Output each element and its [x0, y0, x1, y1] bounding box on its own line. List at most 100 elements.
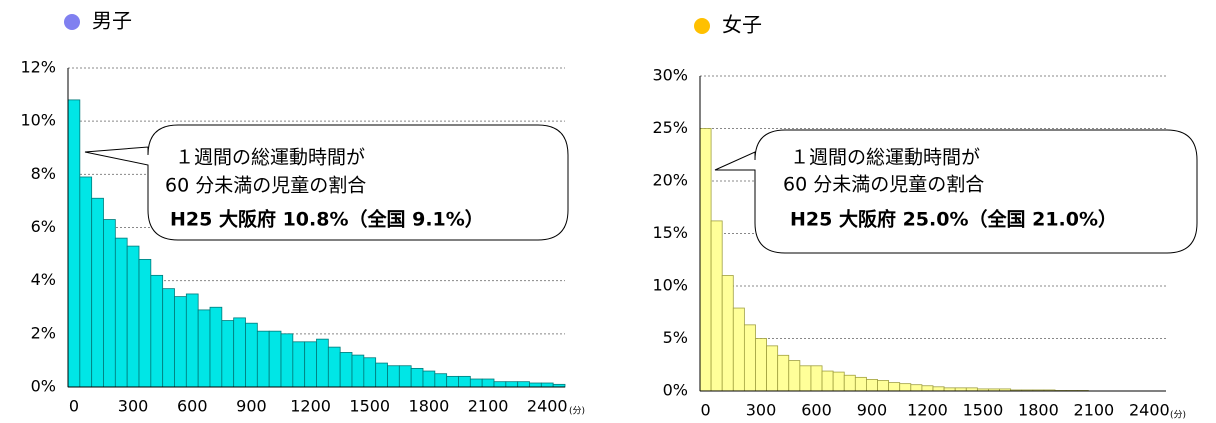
x-tick-label: 1800 [1018, 401, 1059, 420]
bar [446, 375, 459, 388]
bar [766, 345, 779, 392]
y-tick-label: 6% [31, 217, 56, 236]
bar [843, 374, 856, 392]
annotation: １週間の総運動時間が [790, 147, 980, 169]
y-tick-label: 30% [652, 66, 688, 85]
x-tick-label: 600 [801, 401, 832, 420]
x-tick-label: 1200 [290, 397, 331, 416]
bar [422, 370, 436, 388]
bar [932, 386, 945, 392]
bar [351, 354, 365, 388]
bar [103, 219, 116, 388]
bar [304, 341, 317, 388]
bar [256, 330, 270, 388]
bar [162, 288, 175, 388]
x-tick-label: 600 [177, 397, 208, 416]
bar [316, 338, 329, 388]
y-tick-label: 25% [652, 118, 688, 137]
bar [339, 352, 353, 388]
annotation: １週間の総運動時間が [175, 147, 365, 169]
bar [832, 371, 845, 392]
annotation: H25 大阪府 25.0%（全国 21.0%） [790, 208, 1117, 231]
x-tick-label: 900 [857, 401, 888, 420]
bar [854, 376, 867, 392]
bar [280, 333, 294, 388]
bar [327, 346, 341, 388]
bar [921, 385, 934, 392]
bar [821, 370, 834, 392]
x-tick-label: 300 [746, 401, 777, 420]
bar [910, 384, 923, 392]
y-tick-label: 8% [31, 164, 56, 183]
bar [481, 378, 495, 388]
bar [126, 245, 140, 388]
bar [398, 365, 412, 388]
bar [777, 354, 790, 392]
bar [721, 275, 734, 392]
bar [114, 237, 128, 388]
x-tick-label: 0 [700, 401, 710, 420]
bar [505, 381, 519, 388]
bar [743, 324, 756, 392]
x-tick-label: 1500 [349, 397, 390, 416]
bar [517, 381, 530, 388]
callout [84, 124, 569, 241]
bar [710, 220, 723, 392]
bar [540, 382, 554, 388]
bar [138, 258, 152, 388]
x-tick-label: 300 [118, 397, 149, 416]
bar [363, 357, 377, 388]
annotation: H25 大阪府 10.8%（全国 9.1%） [170, 208, 484, 231]
x-tick-label: 1200 [907, 401, 948, 420]
bar [877, 380, 890, 392]
bar [799, 365, 812, 392]
bar [866, 379, 878, 392]
bar [469, 378, 483, 388]
bar [888, 382, 901, 392]
bar [375, 362, 388, 388]
y-tick-label: 12% [20, 58, 56, 77]
legend-marker [694, 18, 710, 34]
x-tick-label: 2100 [468, 397, 509, 416]
bar [91, 197, 104, 388]
bar [410, 367, 424, 388]
y-tick-label: 0% [31, 377, 56, 396]
x-tick-label: 0 [69, 397, 79, 416]
bar [174, 296, 187, 388]
bar [185, 293, 199, 388]
bar [233, 317, 246, 388]
bar [732, 307, 745, 392]
bar [699, 128, 712, 392]
y-tick-label: 5% [663, 328, 688, 347]
y-tick-label: 20% [652, 171, 688, 190]
bar [209, 306, 223, 388]
bar [434, 373, 448, 388]
y-tick-label: 4% [31, 270, 56, 289]
annotation: 60 分未満の児童の割合 [783, 174, 984, 196]
x-unit: (分) [1170, 410, 1186, 421]
x-tick-label: 2400 [527, 397, 568, 416]
bar [67, 99, 81, 388]
bar [197, 309, 211, 388]
bar [899, 383, 912, 392]
x-unit: (分) [569, 406, 585, 417]
x-tick-label: 1500 [963, 401, 1004, 420]
y-tick-label: 10% [20, 111, 56, 130]
bar [387, 365, 400, 388]
x-tick-label: 2100 [1074, 401, 1115, 420]
bar [221, 320, 235, 388]
bar [755, 338, 767, 392]
y-tick-label: 15% [652, 223, 688, 242]
bar [292, 341, 306, 388]
bar [493, 381, 507, 388]
bar [268, 330, 282, 388]
y-tick-label: 0% [663, 381, 688, 400]
y-tick-label: 2% [31, 323, 56, 342]
x-tick-label: 2400 [1129, 401, 1170, 420]
bar [529, 382, 542, 388]
x-tick-label: 900 [236, 397, 267, 416]
bar [788, 360, 801, 392]
annotation: 60 分未満の児童の割合 [165, 175, 366, 197]
bar [458, 375, 471, 388]
